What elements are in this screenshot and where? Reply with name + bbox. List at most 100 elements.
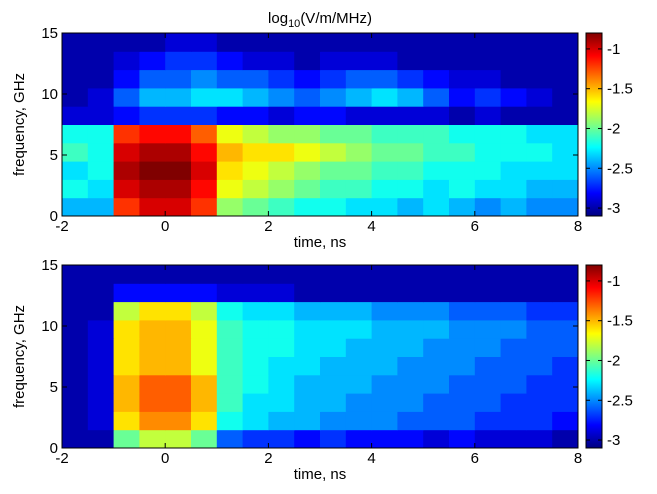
heat-cell bbox=[345, 374, 373, 394]
heat-cell bbox=[87, 106, 115, 125]
heat-cell bbox=[500, 124, 527, 144]
heat-cell bbox=[139, 87, 166, 107]
heat-cell bbox=[242, 374, 269, 394]
heat-cell bbox=[113, 265, 140, 284]
heat-cell bbox=[371, 265, 398, 284]
heat-cell bbox=[242, 393, 269, 412]
heat-cell bbox=[552, 51, 579, 71]
heat-cell bbox=[294, 265, 321, 284]
heat-cell bbox=[242, 283, 269, 303]
x-axis-label: time, ns bbox=[294, 466, 347, 483]
heat-cell bbox=[500, 301, 527, 321]
heat-cell bbox=[500, 319, 527, 339]
title-base: log bbox=[268, 10, 288, 27]
heat-cell bbox=[113, 411, 140, 431]
heat-cell bbox=[474, 429, 502, 449]
heat-cell bbox=[474, 69, 502, 89]
heat-cell bbox=[345, 161, 373, 180]
heat-cell bbox=[526, 51, 553, 71]
heat-cell bbox=[371, 51, 398, 71]
heat-cell bbox=[371, 283, 398, 303]
heat-cell bbox=[216, 197, 244, 217]
heat-cell bbox=[242, 179, 269, 199]
heat-cell bbox=[294, 429, 321, 449]
axes-frame bbox=[61, 32, 579, 217]
heat-cell bbox=[87, 51, 115, 71]
heat-cell bbox=[113, 338, 140, 357]
heat-cell bbox=[242, 265, 269, 284]
heat-cell bbox=[474, 106, 502, 125]
heat-cell bbox=[552, 179, 579, 199]
heat-cell bbox=[320, 69, 347, 89]
heat-cell bbox=[62, 142, 89, 162]
heat-cell bbox=[62, 51, 89, 71]
heat-cell bbox=[371, 124, 398, 144]
heat-cell bbox=[191, 301, 218, 321]
heat-cell bbox=[423, 411, 450, 431]
heat-cell bbox=[165, 374, 192, 394]
heat-cell bbox=[62, 393, 89, 412]
heat-cell bbox=[87, 265, 115, 284]
heat-cell bbox=[345, 179, 373, 199]
colorbar-tick-label: -1 bbox=[607, 41, 620, 58]
heat-cell bbox=[320, 51, 347, 71]
heat-cell bbox=[345, 33, 373, 52]
heat-cell bbox=[423, 161, 450, 180]
heat-cell bbox=[62, 319, 89, 339]
heat-cell bbox=[216, 33, 244, 52]
heat-cell bbox=[371, 319, 398, 339]
heat-cell bbox=[165, 33, 192, 52]
heat-cell bbox=[474, 179, 502, 199]
heat-cell bbox=[268, 429, 295, 449]
heat-cell bbox=[165, 301, 192, 321]
heat-cell bbox=[268, 87, 295, 107]
heat-cell bbox=[320, 338, 347, 357]
heat-cell bbox=[552, 301, 579, 321]
heat-cell bbox=[371, 179, 398, 199]
heat-cell bbox=[474, 197, 502, 217]
heat-cell bbox=[397, 265, 424, 284]
heat-cell bbox=[526, 301, 553, 321]
x-tick-label: 4 bbox=[367, 450, 375, 467]
heat-cell bbox=[371, 87, 398, 107]
heat-cell bbox=[216, 161, 244, 180]
heat-cell bbox=[500, 374, 527, 394]
colorbar-tick-label: -2 bbox=[607, 352, 620, 369]
chart-title: log10(V/m/MHz) bbox=[268, 10, 372, 30]
heat-cell bbox=[294, 87, 321, 107]
heat-cell bbox=[268, 283, 295, 303]
heat-cell bbox=[139, 374, 166, 394]
heat-cell bbox=[397, 197, 424, 217]
heat-cell bbox=[139, 265, 166, 284]
heat-cell bbox=[320, 374, 347, 394]
y-axis-label: frequency, GHz bbox=[11, 305, 28, 408]
heat-cell bbox=[294, 411, 321, 431]
heat-cell bbox=[474, 319, 502, 339]
heat-cell bbox=[242, 338, 269, 357]
heat-cell bbox=[294, 338, 321, 357]
heat-cell bbox=[294, 161, 321, 180]
heat-cell bbox=[216, 265, 244, 284]
heat-cell bbox=[552, 87, 579, 107]
heat-cell bbox=[397, 106, 424, 125]
heat-cell bbox=[500, 179, 527, 199]
heat-cell bbox=[320, 142, 347, 162]
heat-cell bbox=[165, 265, 192, 284]
heat-cell bbox=[500, 161, 527, 180]
heat-cell bbox=[191, 161, 218, 180]
heat-cell bbox=[87, 142, 115, 162]
heat-cell bbox=[294, 179, 321, 199]
heat-cell bbox=[371, 338, 398, 357]
heat-cell bbox=[526, 161, 553, 180]
heat-cell bbox=[268, 411, 295, 431]
heat-cell bbox=[345, 197, 373, 217]
heat-cell bbox=[345, 411, 373, 431]
heat-cell bbox=[62, 429, 89, 449]
heat-cell bbox=[139, 338, 166, 357]
heat-cell bbox=[165, 51, 192, 71]
heat-cell bbox=[345, 142, 373, 162]
heat-cell bbox=[216, 301, 244, 321]
heat-cell bbox=[87, 197, 115, 217]
heat-cell bbox=[449, 106, 476, 125]
heat-cell bbox=[320, 301, 347, 321]
